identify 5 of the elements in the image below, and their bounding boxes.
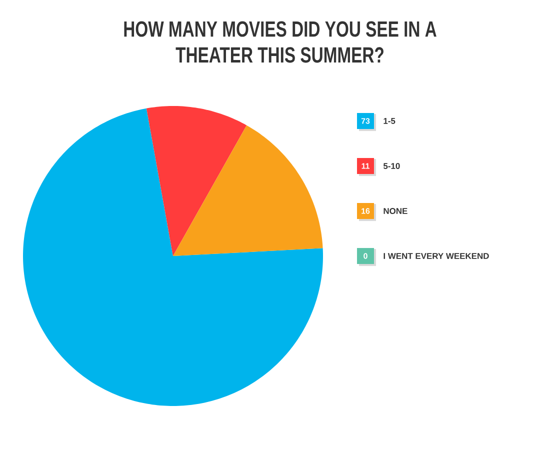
legend-label: I WENT EVERY WEEKEND: [384, 253, 489, 259]
legend-label: NONE: [384, 208, 408, 214]
legend-label: 1-5: [384, 118, 396, 124]
chart-title: HOW MANY MOVIES DID YOU SEE IN A THEATER THIS SUMMER?: [124, 21, 436, 63]
legend-label: 5-10: [383, 163, 400, 169]
